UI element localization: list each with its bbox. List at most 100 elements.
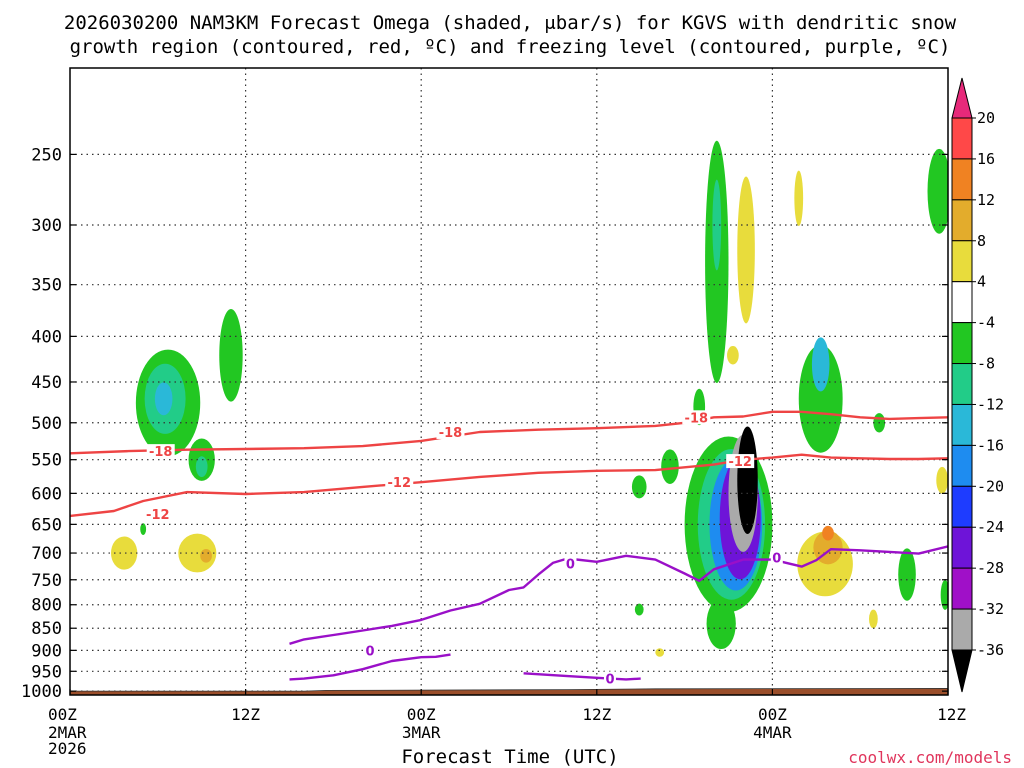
x-tick-label-2: 00Z	[407, 705, 436, 724]
omega-region-9	[140, 523, 147, 535]
colorbar-label-6: -8	[977, 355, 995, 373]
contour-label-bg-0	[436, 424, 465, 439]
omega-region-28	[927, 148, 948, 234]
x-tick-label-4: 00Z	[758, 705, 787, 724]
omega-region-22	[737, 176, 755, 324]
omega-region-30	[794, 170, 804, 226]
y-tick-label-400: 400	[31, 327, 62, 347]
contour-label-bg-8	[603, 671, 616, 686]
omega-region-33	[940, 580, 948, 610]
omega-region-35	[634, 603, 644, 616]
omega-region-17	[737, 426, 758, 534]
colorbar-segment-2	[951, 199, 973, 242]
y-tick-label-250: 250	[31, 145, 62, 165]
x-tick-label-0: 00Z	[48, 705, 77, 724]
credit-text: coolwx.com/models	[848, 748, 1012, 767]
omega-region-6	[110, 536, 138, 570]
omega-region-36	[655, 648, 665, 657]
colorbar-label-7: -12	[977, 395, 1004, 413]
omega-region-18	[706, 598, 736, 650]
omega-region-27	[822, 525, 834, 541]
colorbar-segment-11	[951, 567, 973, 610]
contour-dgz-minus18	[70, 410, 948, 455]
x-tick-label-3: 12Z	[582, 705, 611, 724]
y-tick-label-300: 300	[31, 216, 62, 236]
x-tick-sublabel-2-0: 3MAR	[402, 723, 441, 742]
contour-dgz-minus12	[70, 453, 948, 518]
omega-region-11	[712, 179, 722, 271]
contour-label-4: -12	[146, 508, 170, 523]
omega-region-21	[727, 346, 739, 365]
contour-freezing-main	[289, 545, 948, 645]
colorbar-segment-5	[951, 322, 973, 365]
contour-label-0: -18	[439, 426, 463, 441]
colorbar-label-3: 8	[977, 232, 986, 250]
omega-region-8	[200, 548, 212, 563]
x-tick-sublabel-4-0: 4MAR	[753, 723, 792, 742]
plot-content: -18 -18 -18 -12 -12 -12 0 0 0 0	[70, 68, 948, 695]
contour-label-2: -18	[685, 411, 709, 426]
y-tick-label-500: 500	[31, 414, 62, 434]
colorbar-label-2: 12	[977, 191, 995, 209]
colorbar-label-13: -36	[977, 641, 1004, 659]
plot-area: -18 -18 -18 -12 -12 -12 0 0 0 0	[70, 68, 948, 695]
omega-region-1	[219, 308, 243, 402]
contour-label-bg-2	[682, 410, 711, 425]
omega-region-37	[868, 609, 878, 629]
y-tick-label-850: 850	[31, 619, 62, 639]
colorbar-label-5: -4	[977, 314, 995, 332]
contour-label-bg-7	[363, 643, 376, 658]
contour-freezing-small	[523, 672, 641, 681]
contour-label-5: -12	[728, 455, 752, 470]
colorbar-label-11: -28	[977, 559, 1004, 577]
contour-label-bg-5	[726, 454, 755, 469]
axes: 2503003504004505005506006507007508008509…	[21, 67, 966, 758]
contour-label-bg-1	[146, 444, 175, 459]
contour-label-bg-4	[143, 507, 172, 522]
colorbar-bottom-arrow	[951, 649, 973, 693]
colorbar-top-arrow	[951, 77, 973, 119]
contour-label-8: 0	[605, 673, 614, 688]
contour-label-bg-9	[770, 550, 783, 565]
colorbar-segment-12	[951, 608, 973, 651]
y-tick-label-750: 750	[31, 571, 62, 591]
omega-region-3	[154, 382, 173, 416]
x-tick-label-5: 12Z	[937, 705, 966, 724]
y-tick-label-600: 600	[31, 484, 62, 504]
omega-region-29	[898, 548, 916, 601]
y-tick-label-950: 950	[31, 662, 62, 682]
x-tick-label-1: 12Z	[231, 705, 260, 724]
contour-freezing-low	[289, 653, 451, 681]
colorbar-label-4: 4	[977, 273, 986, 291]
omega-region-5	[195, 456, 208, 478]
colorbar-segment-7	[951, 403, 973, 446]
y-tick-label-650: 650	[31, 515, 62, 535]
y-tick-label-350: 350	[31, 276, 62, 296]
colorbar-segment-1	[951, 158, 973, 201]
omega-region-23	[798, 344, 843, 453]
omega-region-34	[631, 475, 647, 499]
colorbar-label-8: -16	[977, 436, 1004, 454]
contour-label-3: -12	[388, 476, 412, 491]
contour-label-1: -18	[149, 445, 173, 460]
omega-region-31	[936, 466, 948, 494]
colorbar-segment-9	[951, 485, 973, 528]
chart-title-line1: 2026030200 NAM3KM Forecast Omega (shaded…	[64, 12, 957, 34]
colorbar-segment-4	[951, 281, 973, 324]
colorbar-segment-8	[951, 444, 973, 487]
colorbar-label-10: -24	[977, 518, 1004, 536]
y-tick-label-900: 900	[31, 641, 62, 661]
y-tick-label-700: 700	[31, 544, 62, 564]
colorbar-segment-10	[951, 526, 973, 569]
y-tick-label-800: 800	[31, 596, 62, 616]
contour-label-9: 0	[772, 551, 781, 566]
omega-region-24	[811, 337, 830, 392]
x-tick-sublabel-0-1: 2026	[48, 739, 87, 758]
colorbar: 20 16 12 8 4 -4 -8 -12 -16 -20 -24 -28 -32 -36	[951, 77, 1004, 693]
colorbar-label-9: -20	[977, 477, 1004, 495]
colorbar-label-1: 16	[977, 150, 995, 168]
colorbar-segment-0	[951, 117, 973, 160]
y-tick-label-550: 550	[31, 451, 62, 471]
x-tick-sublabel-0-0: 2MAR	[48, 723, 87, 742]
